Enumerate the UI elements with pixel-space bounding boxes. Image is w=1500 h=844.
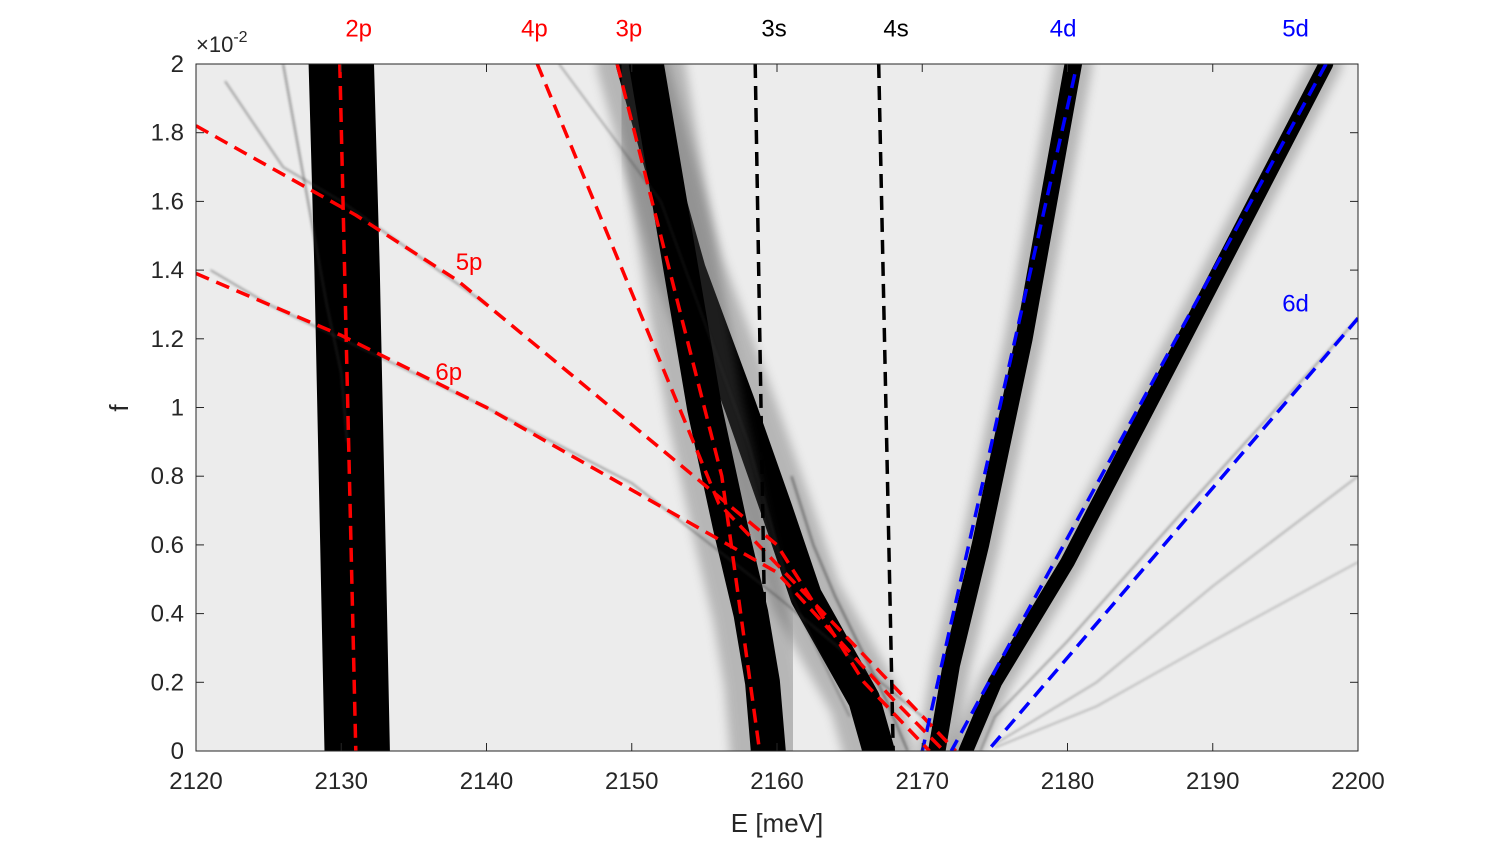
y-scale-base: ×10 xyxy=(196,32,233,57)
faint-line-3 xyxy=(558,64,851,717)
y-tick-label: 1.8 xyxy=(151,120,184,147)
y-scale-exponent: -2 xyxy=(233,29,247,46)
x-tick-label: 2160 xyxy=(750,768,803,795)
band-core-3 xyxy=(928,64,1082,751)
dashed-line-5p xyxy=(196,124,931,751)
x-tick-label: 2190 xyxy=(1186,768,1239,795)
line-label-5d: 5d xyxy=(1282,16,1309,43)
line-label-3s: 3s xyxy=(761,16,786,43)
x-axis-title: E [meV] xyxy=(731,808,823,838)
x-tick-label: 2170 xyxy=(896,768,949,795)
x-tick-label: 2200 xyxy=(1331,768,1384,795)
x-tick-label: 2120 xyxy=(169,768,222,795)
dashed-line-3p xyxy=(615,64,762,751)
dashed-line-4p xyxy=(535,64,957,751)
y-tick-label: 1.4 xyxy=(151,257,184,284)
x-tick-label: 2150 xyxy=(605,768,658,795)
faint-line-4 xyxy=(790,475,909,751)
y-tick-label: 1.2 xyxy=(151,326,184,353)
band-core-4 xyxy=(958,64,1334,751)
faint-line-0 xyxy=(282,64,348,442)
y-tick-label: 0.2 xyxy=(151,669,184,696)
faint-line-6 xyxy=(994,475,1358,745)
band-core-2 xyxy=(628,64,786,751)
dashed-line-6p xyxy=(196,271,946,751)
line-label-4s: 4s xyxy=(883,16,908,43)
line-label-4p: 4p xyxy=(521,16,548,43)
y-tick-label: 0.8 xyxy=(151,463,184,490)
plot-area xyxy=(196,64,1358,751)
y-tick-label: 0 xyxy=(171,738,184,765)
faint-line-5 xyxy=(979,317,1358,751)
line-label-3p: 3p xyxy=(615,16,642,43)
x-tick-label: 2140 xyxy=(460,768,513,795)
axes-layer: 2120 2130 2140 2150 2160 2170 2180 2190 2200 0 0.2… xyxy=(151,51,1385,795)
dashed-line-3s xyxy=(753,64,769,751)
dashed-line-4d xyxy=(920,73,1077,751)
y-tick-label: 1.6 xyxy=(151,188,184,215)
line-labels-layer: 2p 4p 3p 3s 4s 4d 5d 5p 6p 6d xyxy=(345,16,1309,386)
line-label-6p: 6p xyxy=(435,359,462,386)
y-tick-label: 0.6 xyxy=(151,532,184,559)
y-tick-label: 1 xyxy=(171,395,184,422)
line-label-4d: 4d xyxy=(1050,16,1077,43)
line-label-2p: 2p xyxy=(345,16,372,43)
line-label-5p: 5p xyxy=(456,249,483,276)
dashed-line-6d xyxy=(986,317,1358,751)
y-scale-factor: ×10-2 xyxy=(196,29,248,57)
line-label-6d: 6d xyxy=(1282,290,1309,317)
y-tick-label: 0.4 xyxy=(151,601,184,628)
y-tick-label: 2 xyxy=(171,51,184,78)
dashed-line-4s xyxy=(876,64,895,751)
x-tick-label: 2180 xyxy=(1041,768,1094,795)
x-tick-label: 2130 xyxy=(315,768,368,795)
dashed-lines-layer xyxy=(196,64,1358,751)
y-axis-title: f xyxy=(104,404,134,412)
dashed-line-2p xyxy=(338,64,358,751)
faint-line-7 xyxy=(994,561,1358,749)
